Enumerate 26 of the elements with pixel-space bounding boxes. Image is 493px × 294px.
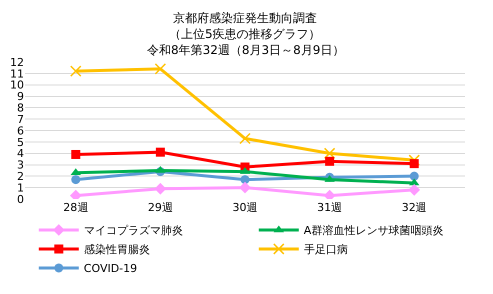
y-tick-label: 11 xyxy=(10,67,24,80)
chart-subtitle: （上位5疾患の推移グラフ） xyxy=(169,27,321,41)
y-tick-label: 5 xyxy=(17,136,24,149)
x-tick-label: 30週 xyxy=(232,201,258,214)
chart-title: 京都府感染症発生動向調査 xyxy=(173,11,317,25)
legend-label: 感染性胃腸炎 xyxy=(84,243,150,256)
x-tick-label: 28週 xyxy=(63,201,88,214)
y-tick-label: 3 xyxy=(17,158,24,172)
y-tick-label: 1 xyxy=(17,181,24,194)
legend-label: COVID-19 xyxy=(84,262,138,276)
y-tick-label: 12 xyxy=(10,56,24,69)
y-tick-label: 0 xyxy=(17,192,24,206)
y-tick-label: 10 xyxy=(10,78,24,92)
legend-label: 手足口病 xyxy=(304,243,348,256)
y-tick-label: 2 xyxy=(17,170,24,184)
y-tick-label: 4 xyxy=(17,147,24,160)
x-tick-label: 29週 xyxy=(148,201,173,214)
y-tick-label: 6 xyxy=(17,124,24,138)
y-tick-label: 8 xyxy=(17,102,24,115)
y-tick-label: 9 xyxy=(17,90,24,104)
legend-label: マイコプラズマ肺炎 xyxy=(84,224,183,238)
legend-label: A群溶血性レンサ球菌咽頭炎 xyxy=(304,224,444,238)
x-tick-label: 32週 xyxy=(402,201,427,214)
x-tick-label: 31週 xyxy=(317,201,342,214)
y-tick-label: 7 xyxy=(17,112,24,126)
text: 令和8年第32週（8月3日～8月9日） xyxy=(147,43,344,57)
